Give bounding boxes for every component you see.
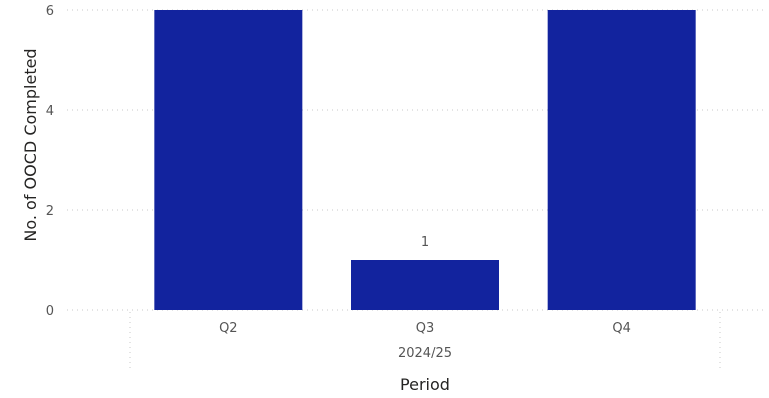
bar-Q4	[547, 10, 696, 310]
bar-Q2	[154, 10, 303, 310]
bar-Q3	[351, 260, 500, 310]
data-label: 1	[421, 235, 429, 250]
x-tick-label: Q3	[416, 321, 435, 336]
y-axis-title: No. of OOCD Completed	[21, 48, 40, 241]
y-tick-label: 6	[46, 4, 54, 19]
labels: 0 2 4 6 Q2 Q3 1 Q4	[46, 4, 631, 336]
x-axis-group-label: 2024/25	[398, 346, 452, 361]
x-tick-label: Q2	[219, 321, 238, 336]
y-tick-label: 0	[46, 304, 54, 319]
y-tick-label: 4	[46, 104, 54, 119]
x-axis-title: Period	[400, 375, 450, 394]
y-tick-label: 2	[46, 204, 54, 219]
x-tick-label: Q4	[612, 321, 631, 336]
bars	[154, 10, 696, 310]
